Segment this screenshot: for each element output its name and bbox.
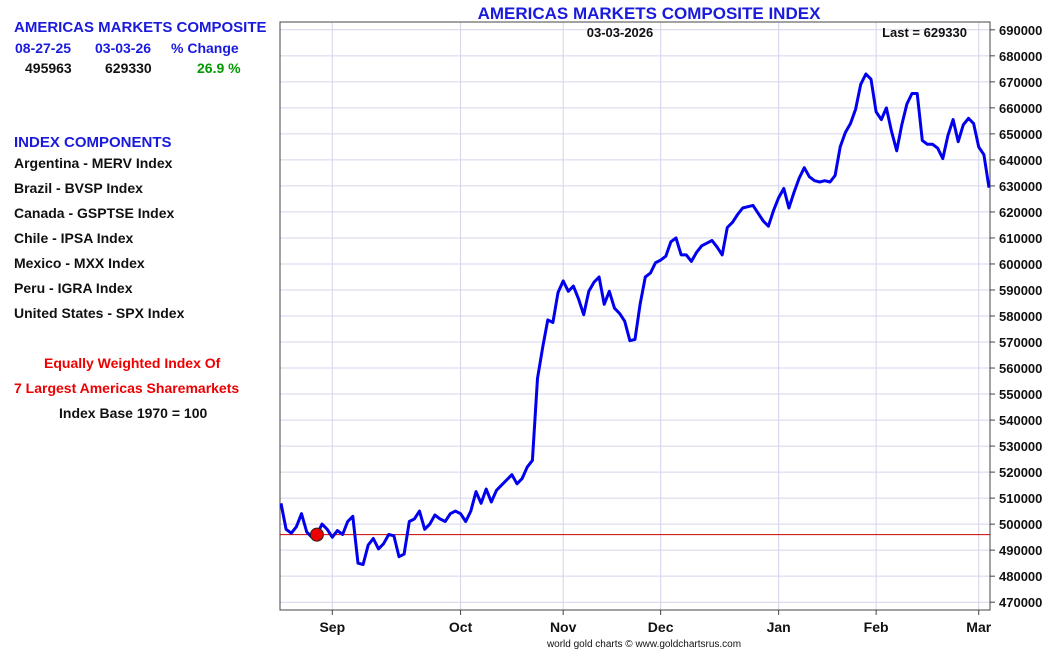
summary-col3-header: % Change [171, 40, 239, 56]
y-tick-label: 680000 [999, 49, 1042, 64]
chart-title: AMERICAS MARKETS COMPOSITE INDEX [478, 4, 822, 23]
y-tick-label: 660000 [999, 101, 1042, 116]
grid [280, 22, 990, 610]
x-tick-label: Nov [550, 619, 577, 635]
y-tick-label: 490000 [999, 543, 1042, 558]
x-tick-label: Feb [864, 619, 889, 635]
x-tick-label: Dec [648, 619, 674, 635]
y-tick-label: 570000 [999, 335, 1042, 350]
component-item: Argentina - MERV Index [14, 155, 173, 171]
y-tick-label: 600000 [999, 257, 1042, 272]
x-tick-label: Oct [449, 619, 473, 635]
y-tick-label: 500000 [999, 517, 1042, 532]
chart-footer: world gold charts © www.goldchartsrus.co… [546, 639, 741, 650]
summary-col2-header: 03-03-26 [95, 40, 152, 56]
note-line-2: 7 Largest Americas Sharemarkets [14, 380, 240, 396]
start-point-marker [309, 527, 324, 542]
note-line-3: Index Base 1970 = 100 [59, 405, 208, 421]
x-tick-label: Mar [966, 619, 991, 635]
summary-col1-value: 495963 [25, 60, 72, 76]
y-tick-label: 670000 [999, 75, 1042, 90]
y-tick-label: 580000 [999, 309, 1042, 324]
y-tick-label: 520000 [999, 465, 1042, 480]
y-tick-label: 630000 [999, 179, 1042, 194]
y-tick-label: 510000 [999, 491, 1042, 506]
component-item: Brazil - BVSP Index [14, 180, 143, 196]
components-title: INDEX COMPONENTS [14, 134, 172, 151]
marker-layer [309, 527, 324, 542]
y-tick-label: 540000 [999, 413, 1042, 428]
x-tick-label: Sep [319, 619, 345, 635]
y-tick-label: 640000 [999, 153, 1042, 168]
y-tick-label: 560000 [999, 361, 1042, 376]
component-item: United States - SPX Index [14, 305, 185, 321]
summary-title: AMERICAS MARKETS COMPOSITE [14, 19, 267, 36]
component-item: Mexico - MXX Index [14, 255, 145, 271]
summary-col1-header: 08-27-25 [15, 40, 72, 56]
y-axis: 470000 480000 490000 500000 510000 520000 5300… [990, 23, 1042, 610]
component-item: Peru - IGRA Index [14, 280, 133, 296]
component-item: Chile - IPSA Index [14, 230, 134, 246]
component-item: Canada - GSPTSE Index [14, 205, 175, 221]
chart-last-value: Last = 629330 [882, 25, 967, 40]
series-layer [279, 72, 991, 566]
chart-date: 03-03-2026 [587, 25, 654, 40]
y-tick-label: 620000 [999, 205, 1042, 220]
y-tick-label: 470000 [999, 595, 1042, 610]
y-tick-label: 590000 [999, 283, 1042, 298]
y-tick-label: 480000 [999, 569, 1042, 584]
y-tick-label: 610000 [999, 231, 1042, 246]
x-axis: Sep Oct Nov Dec Jan Feb Mar [319, 610, 992, 635]
y-tick-label: 550000 [999, 387, 1042, 402]
summary-col2-value: 629330 [105, 60, 152, 76]
y-tick-label: 650000 [999, 127, 1042, 142]
x-tick-label: Jan [767, 619, 791, 635]
y-tick-label: 530000 [999, 439, 1042, 454]
note-line-1: Equally Weighted Index Of [44, 355, 221, 371]
y-tick-label: 690000 [999, 23, 1042, 38]
summary-col3-value: 26.9 % [197, 60, 241, 76]
series-line [279, 72, 991, 566]
